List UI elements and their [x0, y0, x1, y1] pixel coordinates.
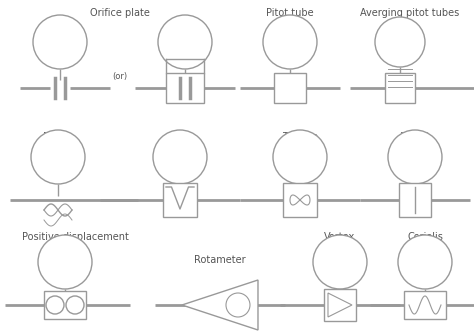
Text: Pitot tube: Pitot tube	[266, 8, 314, 18]
Bar	[324, 289, 356, 321]
Bar	[44, 291, 86, 319]
Polygon shape	[182, 280, 258, 330]
Bar	[283, 183, 317, 217]
Bar	[166, 73, 204, 103]
Text: Target: Target	[400, 132, 430, 142]
Bar	[274, 73, 306, 103]
Text: Averging pitot tubes: Averging pitot tubes	[360, 8, 460, 18]
Bar	[385, 73, 415, 103]
Text: Weir: Weir	[169, 132, 191, 142]
Circle shape	[375, 17, 425, 67]
Text: Coriolis: Coriolis	[407, 232, 443, 242]
Text: Flume: Flume	[43, 132, 73, 142]
Circle shape	[158, 15, 212, 69]
Bar	[163, 183, 197, 217]
Circle shape	[263, 15, 317, 69]
Text: Vortex: Vortex	[324, 232, 356, 242]
Circle shape	[33, 15, 87, 69]
Circle shape	[398, 235, 452, 289]
Bar	[404, 291, 446, 319]
Bar	[399, 183, 431, 217]
Circle shape	[38, 235, 92, 289]
Text: Rotameter: Rotameter	[194, 255, 246, 265]
Circle shape	[153, 130, 207, 184]
Text: (or): (or)	[112, 72, 128, 81]
Circle shape	[31, 130, 85, 184]
Circle shape	[313, 235, 367, 289]
Circle shape	[226, 293, 250, 317]
Circle shape	[388, 130, 442, 184]
Text: Orifice plate: Orifice plate	[90, 8, 150, 18]
Text: Positive displacement: Positive displacement	[21, 232, 128, 242]
Circle shape	[273, 130, 327, 184]
Text: Turbine: Turbine	[282, 132, 318, 142]
